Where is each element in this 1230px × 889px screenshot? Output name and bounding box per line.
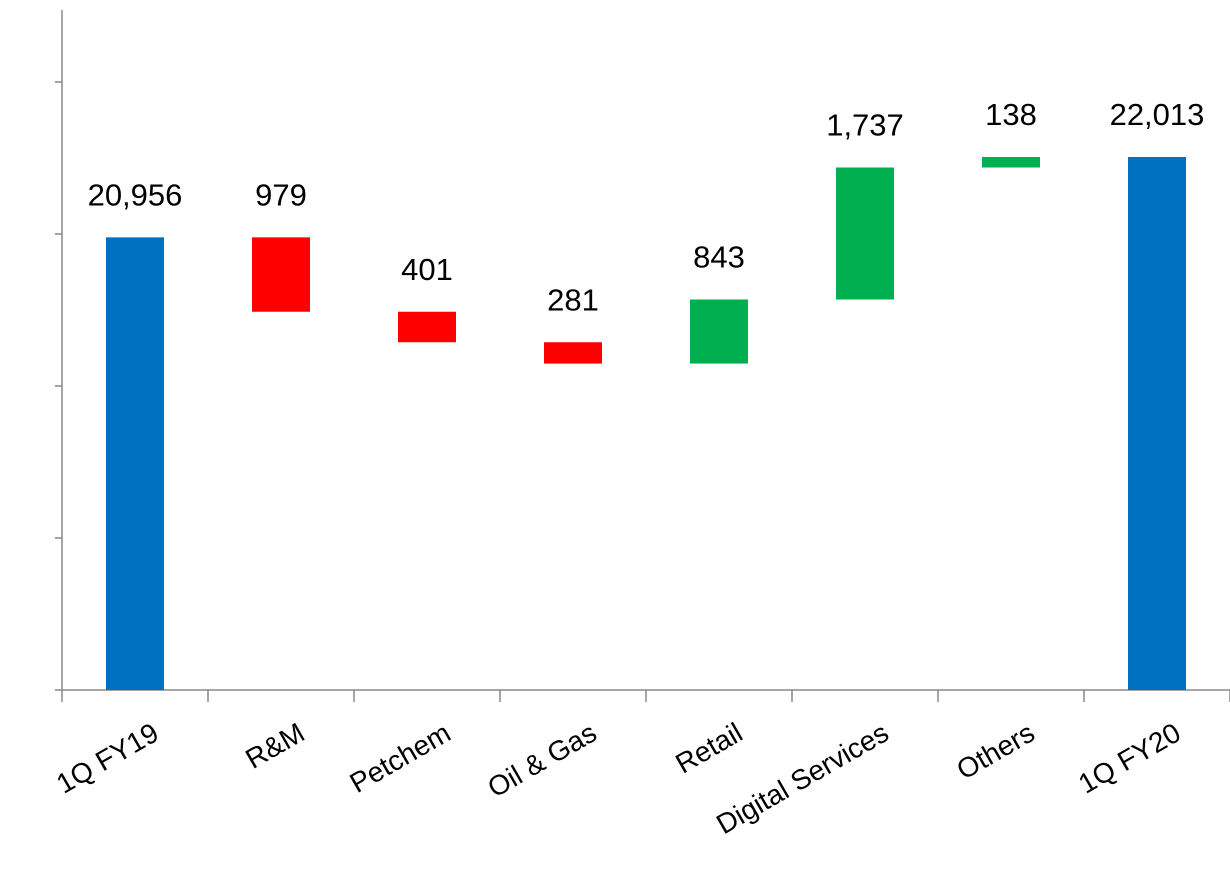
x-tick-label: Others xyxy=(951,717,1039,786)
bar xyxy=(836,167,894,300)
x-tick-label: 1Q FY20 xyxy=(1073,717,1186,800)
data-label: 22,013 xyxy=(1110,97,1205,132)
data-label: 20,956 xyxy=(88,178,183,213)
bar xyxy=(398,311,456,343)
x-tick-label: R&M xyxy=(240,717,309,775)
bar xyxy=(1128,157,1186,691)
x-tick-label: Retail xyxy=(670,717,748,780)
data-label: 138 xyxy=(985,97,1037,132)
data-label: 843 xyxy=(693,240,745,275)
data-label: 401 xyxy=(401,252,453,287)
x-tick-label: 1Q FY19 xyxy=(51,717,164,800)
bar xyxy=(690,299,748,364)
bar xyxy=(544,342,602,364)
x-tick-label: Oil & Gas xyxy=(482,717,601,804)
bar xyxy=(982,157,1040,168)
data-label: 1,737 xyxy=(826,108,904,143)
bar xyxy=(106,237,164,690)
data-label: 979 xyxy=(255,178,307,213)
x-tick-label: Petchem xyxy=(344,717,455,799)
bar xyxy=(252,237,310,312)
data-label: 281 xyxy=(547,282,599,317)
